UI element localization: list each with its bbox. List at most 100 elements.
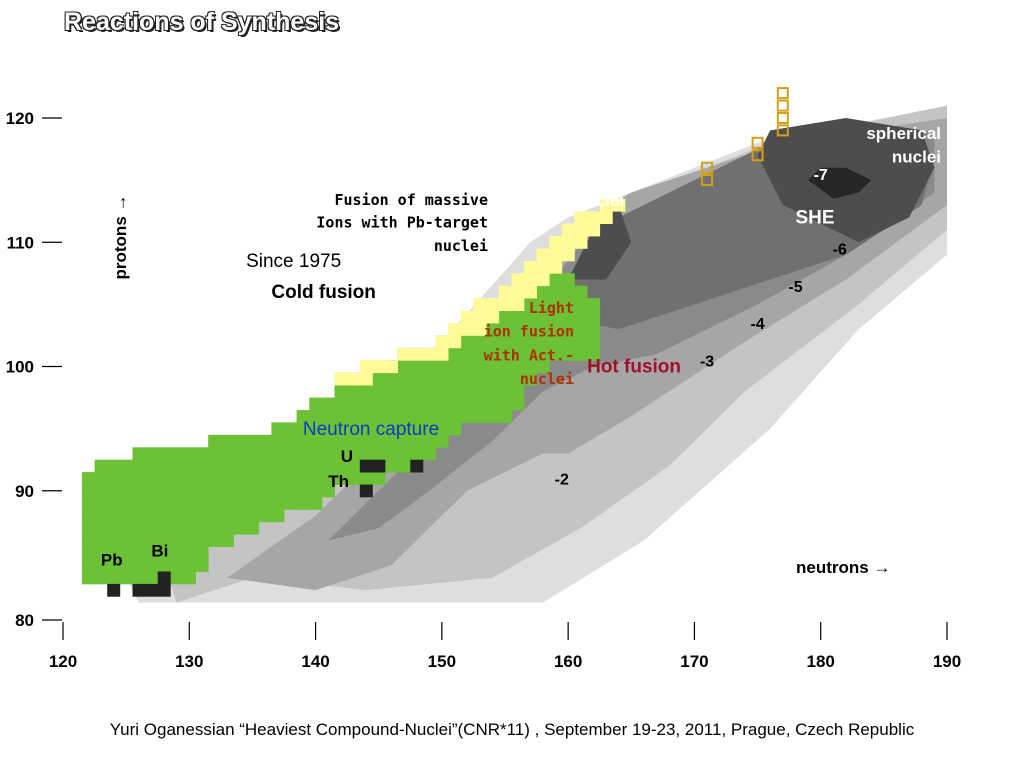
nuclide-cell-known: [296, 434, 310, 448]
nuclide-cell-known: [309, 447, 323, 461]
nuclide-cell-known: [258, 472, 272, 485]
nuclide-cell-known: [486, 347, 500, 361]
nuclide-cell-known: [233, 459, 247, 473]
nuclide-cell-known: [574, 310, 588, 324]
nuclide-cell-known: [536, 298, 550, 311]
nuclide-cell-known: [385, 385, 398, 398]
nuclide-cell-known: [460, 360, 474, 374]
nuclide-cell-known: [309, 422, 323, 436]
nuclide-cell-known: [397, 447, 411, 461]
nuclide-cell-known: [145, 534, 159, 547]
nuclide-cell-known: [422, 447, 436, 461]
nuclide-cell-known: [183, 546, 196, 560]
nuclide-cell-known: [486, 410, 500, 423]
nuclide-cell-known: [523, 310, 537, 324]
nuclide-cell-known: [511, 397, 525, 411]
nuclide-cell-known: [271, 459, 285, 473]
nuclide-cell-known: [233, 447, 247, 461]
nuclide-cell-known: [309, 397, 323, 411]
nuclide-cell-known: [132, 459, 146, 473]
nuclide-cell-known: [271, 497, 285, 510]
nuclide-cell-synthesized: [448, 335, 462, 349]
nuclide-cell-known: [208, 459, 222, 473]
nuclide-cell-known: [258, 447, 272, 461]
nuclide-cell-known: [132, 559, 146, 572]
nuclide-cell-known: [132, 484, 146, 498]
nuclide-cell-known: [574, 285, 588, 299]
nuclide-cell-known: [523, 323, 537, 336]
nuclide-cell-known: [183, 534, 196, 547]
x-tick-label: 170: [680, 652, 708, 671]
nuclide-cell-known: [498, 372, 512, 386]
nuclide-cell-known: [170, 472, 184, 485]
nuclide-cell-known: [246, 497, 260, 510]
annotation-label: Since 1975: [246, 251, 341, 272]
nuclide-cell-known: [145, 484, 159, 498]
nuclide-cell-known: [561, 347, 575, 361]
nuclide-cell-known: [549, 310, 563, 324]
stable-nucleus-mark: [359, 484, 373, 498]
nuclide-cell-known: [145, 472, 159, 485]
nuclide-cell-known: [309, 434, 323, 448]
nuclide-cell-known: [511, 372, 525, 386]
nuclide-cell-synthesized: [359, 360, 373, 374]
nuclide-cell-known: [220, 521, 234, 535]
nuclide-cell-known: [284, 434, 297, 448]
nuclide-cell-known: [145, 571, 159, 585]
nuclide-cell-known: [119, 484, 133, 498]
nuclide-cell-known: [208, 447, 222, 461]
nuclide-cell-known: [574, 298, 588, 311]
nuclide-cell-known: [549, 285, 563, 299]
y-tick-label: 120: [6, 109, 34, 128]
she-nucleus-mark: [776, 112, 789, 124]
nuclide-cell-known: [347, 397, 361, 411]
nuclide-cell-known: [422, 422, 436, 436]
nuclide-cell-synthesized: [397, 347, 411, 361]
nuclide-cell-synthesized: [511, 298, 525, 311]
nuclide-cell-known: [486, 360, 500, 374]
nuclide-cell-known: [145, 459, 159, 473]
nuclide-cell-known: [157, 546, 171, 560]
nuclide-cell-known: [271, 472, 285, 485]
nuclide-cell-synthesized: [347, 372, 361, 386]
nuclide-cell-known: [460, 397, 474, 411]
nuclide-cell-known: [587, 335, 601, 349]
x-tick-label: 140: [301, 652, 329, 671]
stable-nucleus-mark: [107, 583, 121, 597]
nuclide-cell-known: [460, 410, 474, 423]
nuclide-cell-known: [397, 397, 411, 411]
nuclide-cell-known: [549, 298, 563, 311]
nuclide-cell-known: [410, 422, 424, 436]
nuclide-cell-known: [473, 360, 487, 374]
annotation-label: Ions with Pb-target: [316, 213, 488, 231]
nuclide-cell-known: [107, 546, 121, 560]
nuclide-cell-synthesized: [498, 298, 512, 311]
nuclide-cell-known: [549, 335, 563, 349]
nuclide-cell-known: [359, 410, 373, 423]
stable-nucleus-mark: [359, 459, 373, 473]
nuclide-cell-known: [183, 484, 196, 498]
nuclide-cell-known: [132, 509, 146, 523]
nuclide-cell-known: [523, 360, 537, 374]
nuclide-cell-known: [81, 546, 95, 560]
nuclide-cell-synthesized: [511, 285, 525, 299]
x-tick-label: 180: [807, 652, 835, 671]
annotation-label: Neutron capture: [303, 419, 439, 440]
nuclide-cell-known: [334, 472, 348, 485]
slide-title: Reactions of Synthesis: [64, 8, 340, 36]
nuclide-cell-known: [498, 347, 512, 361]
nuclide-cell-known: [183, 447, 196, 461]
nuclide-cell-known: [435, 372, 449, 386]
nuclide-cell-known: [132, 534, 146, 547]
nuclide-cell-synthesized: [587, 223, 601, 237]
nuclide-cell-known: [410, 372, 424, 386]
nuclide-cell-known: [132, 447, 146, 461]
nuclide-cell-known: [410, 410, 424, 423]
nuclide-cell-known: [448, 372, 462, 386]
x-tick-label: 130: [175, 652, 203, 671]
nuclide-cell-known: [296, 472, 310, 485]
nuclide-cell-known: [208, 534, 222, 547]
nuclide-cell-synthesized: [561, 248, 575, 262]
nuclide-cell-known: [157, 459, 171, 473]
she-nucleus-mark: [701, 161, 714, 174]
